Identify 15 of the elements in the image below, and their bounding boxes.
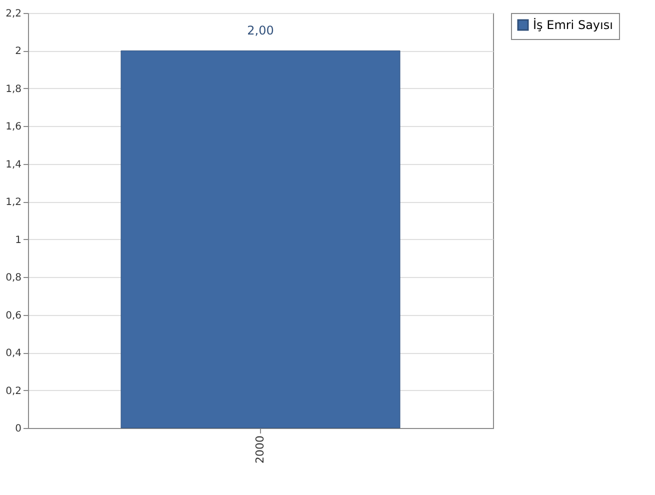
y-tick-label: 1,6 bbox=[6, 122, 22, 133]
legend-label: İş Emri Sayısı bbox=[533, 18, 613, 32]
text: 2,00 bbox=[247, 24, 274, 38]
y-tick-label: 1 bbox=[15, 234, 22, 246]
y-tick-label: 1,4 bbox=[6, 159, 22, 170]
x-tick-label: 2000 bbox=[254, 436, 266, 464]
y-tick-label: 2 bbox=[15, 46, 22, 58]
y-tick-label: 0 bbox=[15, 424, 22, 434]
y-tick-label: 2,2 bbox=[6, 8, 22, 20]
y-tick-label: 0,4 bbox=[6, 348, 22, 360]
y-tick-label: 0,8 bbox=[6, 272, 22, 284]
y-tick-label: 0,6 bbox=[6, 310, 22, 322]
y-tick-label: 1,2 bbox=[6, 197, 22, 208]
y-tick-label: 0,2 bbox=[6, 386, 22, 397]
y-tick-label: 1,8 bbox=[6, 84, 22, 95]
